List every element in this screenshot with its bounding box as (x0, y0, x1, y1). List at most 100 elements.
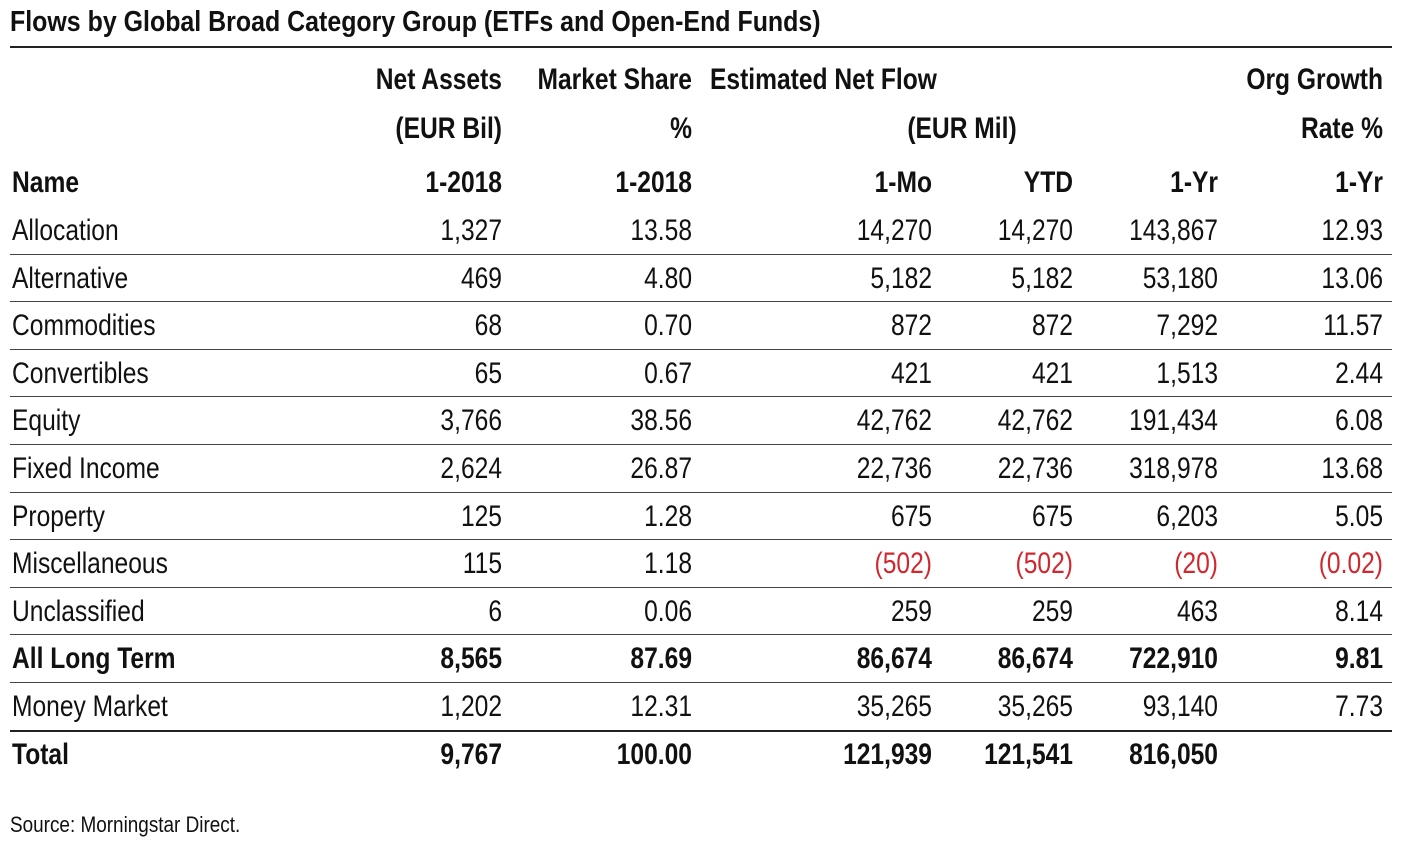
data-cell: 100.00 (616, 737, 692, 771)
data-cell: 13.68 (1321, 452, 1383, 485)
row-label: Unclassified (12, 594, 145, 628)
row-rule (10, 491, 1392, 493)
header-cell: Rate % (1300, 112, 1383, 145)
row-label: Allocation (12, 214, 119, 247)
row-label: Total (12, 737, 69, 771)
header-cell: (EUR Bil) (395, 112, 502, 145)
row-rule (10, 396, 1392, 398)
row-label: Commodities (12, 309, 156, 343)
data-cell: 722,910 (1129, 642, 1218, 676)
data-cell: (502) (1015, 547, 1073, 581)
row-rule (10, 586, 1392, 588)
data-cell: 87.69 (630, 642, 692, 676)
header-cell: (EUR Mil) (907, 112, 1017, 145)
data-cell: 121,541 (984, 737, 1073, 771)
data-cell: 0.06 (644, 594, 692, 628)
data-cell: 68 (474, 309, 502, 343)
row-rule (10, 729, 1392, 732)
data-cell: 872 (890, 309, 932, 343)
row-rule (10, 682, 1392, 683)
data-cell: 0.67 (644, 356, 692, 390)
data-cell: 1.28 (644, 499, 692, 533)
row-label: Miscellaneous (12, 547, 168, 581)
table-title: Flows by Global Broad Category Group (ET… (10, 6, 821, 38)
data-cell: 1,202 (440, 690, 502, 723)
row-label: Alternative (12, 261, 129, 295)
row-label: Money Market (12, 690, 168, 723)
data-cell: 11.57 (1323, 309, 1383, 343)
data-cell: 4.80 (644, 261, 692, 295)
data-cell: 8,565 (440, 642, 502, 676)
data-cell: 1,513 (1156, 356, 1218, 390)
data-cell: 22,736 (856, 452, 932, 485)
data-cell: 3,766 (440, 404, 502, 438)
row-rule (10, 348, 1392, 350)
row-label: Equity (12, 404, 81, 438)
data-cell: 675 (890, 499, 932, 533)
row-rule (10, 539, 1392, 541)
header-cell: Market Share (537, 63, 692, 96)
data-cell: 143,867 (1129, 214, 1218, 247)
header-cell: Estimated Net Flow (710, 63, 937, 96)
data-cell: 35,265 (856, 690, 932, 723)
data-cell: 5,182 (870, 261, 932, 295)
data-cell: 86,674 (997, 642, 1073, 676)
data-cell: 191,434 (1129, 404, 1218, 438)
data-cell: 0.70 (644, 309, 692, 343)
data-cell: 13.06 (1321, 261, 1383, 295)
data-cell: 12.93 (1321, 214, 1383, 247)
data-cell: 12.31 (630, 690, 692, 723)
header-cell: 1-2018 (425, 166, 502, 199)
header-cell: Org Growth (1246, 63, 1383, 96)
header-cell: 1-Mo (874, 166, 932, 199)
data-cell: 675 (1031, 499, 1073, 533)
data-cell: 2,624 (440, 452, 502, 485)
data-cell: 13.58 (630, 214, 692, 247)
data-cell: 421 (890, 356, 932, 390)
row-label: Property (12, 499, 105, 533)
title-rule (10, 46, 1392, 48)
row-rule (10, 634, 1392, 636)
data-cell: 93,140 (1142, 690, 1218, 723)
source-note: Source: Morningstar Direct. (10, 812, 241, 837)
data-cell: 2.44 (1335, 356, 1383, 390)
data-cell: 1,327 (440, 214, 502, 247)
row-label: All Long Term (12, 642, 176, 676)
header-cell: Name (12, 166, 80, 199)
data-cell: 8.14 (1335, 594, 1383, 628)
row-rule (10, 301, 1392, 303)
header-cell: 1-2018 (615, 166, 692, 199)
data-cell: 6,203 (1156, 499, 1218, 533)
data-cell: 14,270 (997, 214, 1073, 247)
data-cell: 42,762 (856, 404, 932, 438)
row-label: Fixed Income (12, 452, 160, 485)
data-cell: 5.05 (1335, 499, 1383, 533)
data-cell: 14,270 (856, 214, 932, 247)
data-cell: 65 (474, 356, 502, 390)
data-cell: 421 (1031, 356, 1073, 390)
data-cell: 125 (460, 499, 502, 533)
header-cell: Net Assets (375, 63, 502, 96)
data-cell: 816,050 (1129, 737, 1218, 771)
data-cell: 7.73 (1335, 690, 1383, 723)
data-cell: 53,180 (1142, 261, 1218, 295)
data-cell: 318,978 (1129, 452, 1218, 485)
header-cell: 1-Yr (1170, 166, 1218, 199)
row-rule (10, 253, 1392, 255)
data-cell: 6.08 (1335, 404, 1383, 438)
data-cell: 469 (460, 261, 502, 295)
data-cell: 115 (462, 547, 502, 581)
row-label: Convertibles (12, 356, 149, 390)
data-cell: 7,292 (1156, 309, 1218, 343)
header-cell: 1-Yr (1335, 166, 1383, 199)
data-cell: 1.18 (644, 547, 692, 581)
data-cell: 6 (488, 594, 502, 628)
data-cell: (502) (874, 547, 932, 581)
data-cell: 35,265 (997, 690, 1073, 723)
data-cell: 26.87 (630, 452, 692, 485)
row-rule (10, 444, 1392, 445)
data-cell: 38.56 (630, 404, 692, 438)
data-cell: 259 (890, 594, 932, 628)
data-cell: 259 (1031, 594, 1073, 628)
data-cell: 9.81 (1335, 642, 1383, 676)
